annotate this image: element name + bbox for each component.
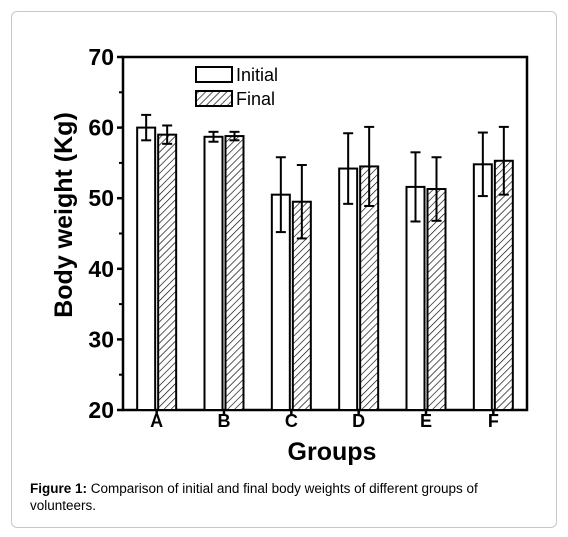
y-tick-label: 20 (88, 397, 114, 423)
legend-swatch-initial (195, 66, 233, 83)
legend-label-final: Final (236, 89, 275, 109)
x-axis-label: Groups (288, 438, 377, 466)
figure-caption: Figure 1: Comparison of initial and fina… (30, 480, 545, 514)
x-tick-label-d: D (352, 411, 365, 431)
y-tick-label: 30 (88, 326, 114, 352)
y-tick-label: 50 (88, 185, 114, 211)
x-tick-label-c: C (285, 411, 298, 431)
plot-frame (121, 55, 529, 412)
bar-final-f (493, 159, 514, 411)
bar-final-b (224, 135, 245, 412)
x-tick-label-b: B (218, 411, 231, 431)
y-tick-label: 60 (88, 115, 114, 141)
bar-initial-a (136, 126, 157, 411)
x-tick-label-a: A (150, 411, 163, 431)
x-tick-label-e: E (420, 411, 432, 431)
y-axis-label: Body weight (Kg) (50, 112, 78, 318)
bar-final-e (426, 188, 447, 411)
caption-label: Figure 1: (30, 481, 88, 496)
y-tick-label: 70 (88, 44, 114, 70)
legend-label-initial: Initial (236, 65, 278, 85)
x-tick-label-f: F (488, 411, 499, 431)
bar-chart: 20 30 40 50 60 70 A B C D E F Initial Final Body weig… (50, 44, 529, 466)
caption-text: Comparison of initial and final body wei… (30, 481, 478, 513)
bar-initial-b (203, 135, 224, 411)
bar-final-a (157, 133, 178, 411)
y-tick-label: 40 (88, 256, 114, 282)
bar-initial-f (472, 163, 493, 411)
legend-swatch-final (195, 90, 233, 107)
